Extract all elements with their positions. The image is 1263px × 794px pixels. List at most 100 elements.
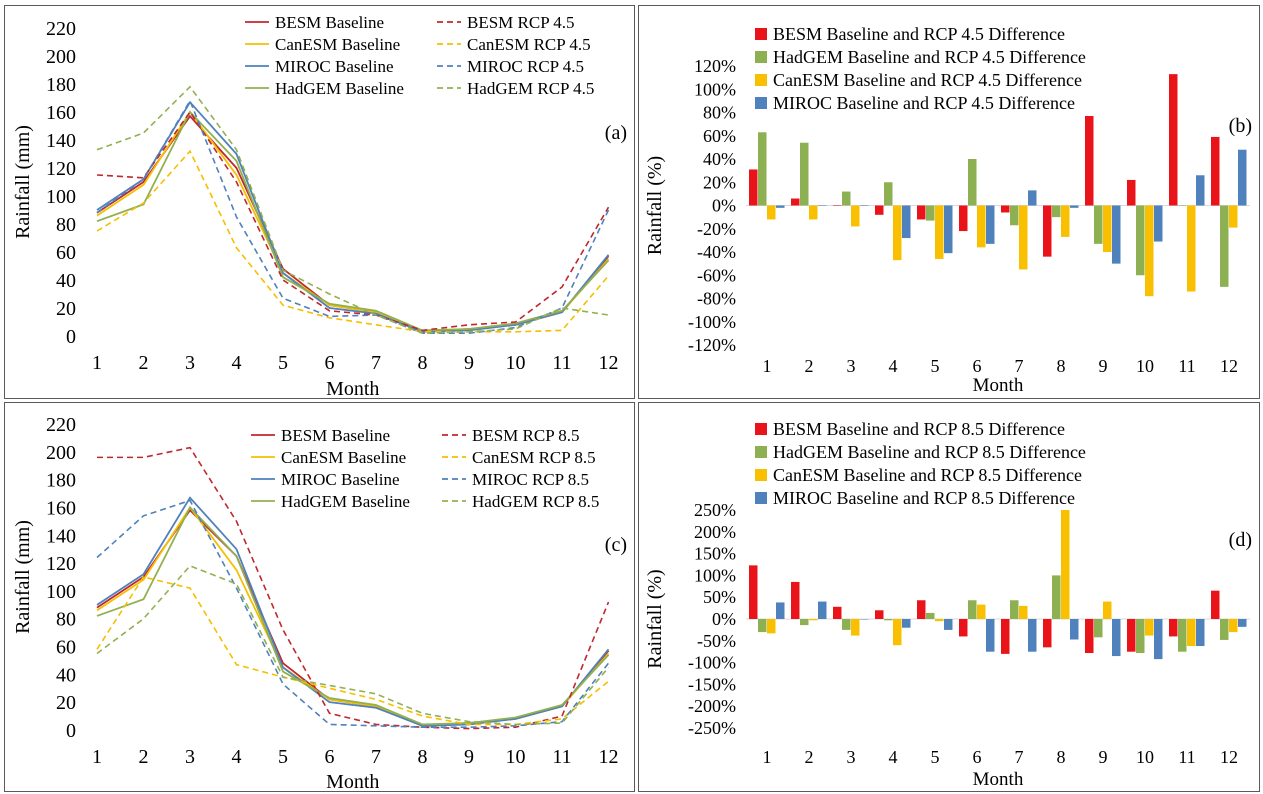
- bar-canesm: [851, 619, 860, 636]
- x-tick-label: 5: [931, 356, 940, 376]
- x-tick-label: 2: [139, 352, 149, 374]
- y-tick-label: 0%: [712, 609, 736, 629]
- x-tick-label: 4: [232, 352, 242, 374]
- bar-hadgem: [884, 182, 893, 206]
- legend-swatch: [755, 492, 767, 504]
- y-tick-label: -100%: [688, 653, 736, 673]
- bar-besm: [917, 205, 926, 220]
- y-axis-label: Rainfall (%): [644, 156, 666, 255]
- x-axis-label: Month: [973, 375, 1024, 396]
- bar-miroc: [902, 205, 911, 239]
- bar-canesm: [1229, 619, 1238, 633]
- x-tick-label: 2: [139, 746, 149, 768]
- legend-label: CanESM RCP 4.5: [467, 35, 591, 54]
- y-tick-label: -120%: [688, 335, 736, 355]
- y-tick-label: -40%: [697, 242, 736, 262]
- x-tick-label: 11: [552, 746, 571, 768]
- bar-miroc: [1070, 205, 1079, 208]
- legend-swatch: [755, 469, 767, 481]
- bar-miroc: [1112, 205, 1121, 264]
- panel-label: (d): [1229, 529, 1252, 551]
- x-tick-label: 3: [185, 352, 195, 374]
- panel-label: (c): [605, 534, 627, 556]
- y-tick-label: 60: [56, 637, 76, 659]
- legend-label: HadGEM Baseline and RCP 4.5 Difference: [773, 47, 1086, 67]
- y-tick-label: 180: [46, 470, 76, 492]
- y-tick-label: 150%: [694, 544, 736, 564]
- y-tick-label: 60: [56, 242, 76, 264]
- y-tick-label: 80: [56, 609, 76, 631]
- bar-besm: [791, 198, 800, 206]
- bar-besm: [1127, 619, 1136, 652]
- panel-label: (b): [1229, 115, 1252, 137]
- legend-label: MIROC RCP 8.5: [472, 470, 589, 489]
- y-tick-label: 180: [46, 74, 76, 96]
- y-tick-label: 20: [56, 692, 76, 714]
- x-tick-label: 12: [1220, 356, 1238, 376]
- bar-canesm: [1145, 619, 1154, 636]
- chart-b-svg: -120% -100% -80% -60% -40% -20% 0% 20% 40% 60% 80%…: [644, 24, 1252, 396]
- x-tick-label: 5: [278, 352, 288, 374]
- x-tick-label: 9: [1099, 747, 1108, 767]
- series-line-besm-baseline: [96, 114, 610, 333]
- x-tick-label: 3: [185, 746, 195, 768]
- y-tick-label: 250%: [694, 500, 736, 520]
- bar-hadgem: [1010, 205, 1019, 226]
- y-tick-label: 100%: [694, 79, 736, 99]
- bar-canesm: [1187, 205, 1196, 292]
- bar-besm: [1043, 205, 1052, 257]
- bar-miroc: [860, 205, 869, 206]
- y-tick-label: 20: [56, 298, 76, 320]
- y-tick-label: 140: [46, 525, 76, 547]
- bar-besm: [1085, 115, 1094, 206]
- bar-canesm: [767, 619, 776, 634]
- series-line-miroc-rcp: [96, 499, 610, 729]
- legend-label: HadGEM Baseline: [275, 79, 404, 98]
- x-tick-label: 5: [931, 747, 940, 767]
- bar-canesm: [1019, 605, 1028, 619]
- panel-d-rcp85-difference-bars: -250% -200% -150% -100% -50% 0% 50% 100% 150% 200…: [638, 402, 1260, 792]
- y-tick-label: 20%: [703, 172, 736, 192]
- bar-hadgem: [1178, 619, 1187, 652]
- x-tick-label: 7: [1015, 747, 1024, 767]
- bar-hadgem: [1178, 205, 1187, 206]
- x-axis-label: Month: [326, 378, 379, 400]
- bar-besm: [1085, 619, 1094, 654]
- x-tick-label: 8: [1057, 747, 1066, 767]
- x-tick-label: 1: [92, 352, 102, 374]
- bar-miroc: [1154, 205, 1163, 242]
- x-tick-label: 8: [418, 352, 428, 374]
- bar-hadgem: [1052, 575, 1061, 619]
- bar-besm: [959, 205, 968, 232]
- y-tick-label: 0%: [712, 196, 736, 216]
- bar-miroc: [1112, 619, 1121, 657]
- legend-swatch: [755, 28, 767, 40]
- legend-label: CanESM Baseline: [281, 448, 406, 467]
- bar-hadgem: [758, 132, 767, 206]
- y-tick-label: 100%: [694, 565, 736, 585]
- bar-canesm: [1145, 205, 1154, 297]
- x-tick-label: 8: [1057, 356, 1066, 376]
- x-tick-label: 11: [1178, 356, 1195, 376]
- x-tick-label: 7: [371, 746, 381, 768]
- legend-label: CanESM Baseline and RCP 8.5 Difference: [773, 465, 1082, 485]
- bar-miroc: [860, 619, 869, 620]
- series-line-hadgem-baseline: [96, 505, 610, 726]
- x-tick-label: 1: [763, 356, 772, 376]
- bar-canesm: [767, 205, 776, 220]
- bar-miroc: [1070, 619, 1079, 640]
- legend-label: BESM Baseline and RCP 8.5 Difference: [773, 419, 1065, 439]
- series-line-hadgem-baseline: [96, 110, 610, 332]
- x-tick-label: 6: [325, 746, 335, 768]
- panel-label: (a): [605, 122, 627, 144]
- bar-besm: [1169, 619, 1178, 637]
- bar-hadgem: [1052, 205, 1061, 218]
- legend-swatch: [755, 74, 767, 86]
- y-tick-label: 100: [46, 186, 76, 208]
- legend-label: MIROC Baseline: [281, 470, 400, 489]
- bar-canesm: [1229, 205, 1238, 228]
- legend-label: MIROC Baseline and RCP 4.5 Difference: [773, 93, 1075, 113]
- bar-hadgem: [758, 619, 767, 633]
- bar-canesm: [1061, 510, 1070, 619]
